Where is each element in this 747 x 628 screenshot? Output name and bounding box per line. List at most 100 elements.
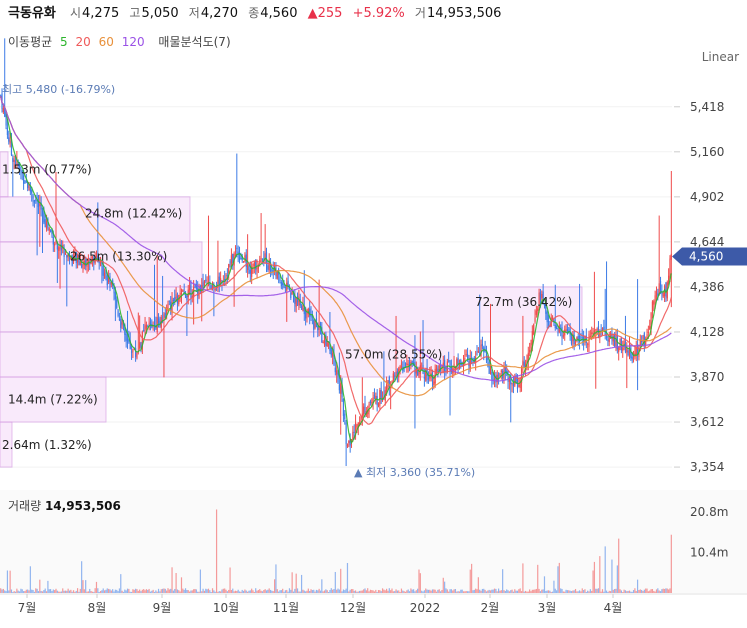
volume-bar xyxy=(16,588,18,593)
ma20-line xyxy=(0,95,672,425)
candle-body xyxy=(611,333,613,340)
candle-body xyxy=(51,229,53,235)
candle-body xyxy=(287,280,289,287)
ma60-label[interactable]: 60 xyxy=(98,35,114,49)
volume-bar xyxy=(79,588,81,593)
volume-bar xyxy=(344,590,346,593)
volume-bar xyxy=(662,588,664,593)
candle-body xyxy=(360,421,362,423)
volume-bar xyxy=(391,588,393,593)
candle-body xyxy=(302,304,304,311)
y-tick-label: 4,902 xyxy=(690,190,724,204)
volume-bar xyxy=(452,590,454,593)
candle-body xyxy=(72,256,75,263)
volume-bar xyxy=(337,588,339,593)
candle-body xyxy=(116,299,118,308)
x-tick-label: 9월 xyxy=(153,601,172,615)
candle-body xyxy=(267,265,269,270)
candle-body xyxy=(523,361,525,367)
candle-body xyxy=(214,288,216,290)
volume-bar xyxy=(68,590,71,593)
candle-body xyxy=(371,402,373,404)
candle-body xyxy=(139,342,141,349)
volume-bar xyxy=(264,589,266,593)
volume-bar xyxy=(580,591,582,593)
volume-bar xyxy=(645,588,647,593)
volume-bar xyxy=(658,590,660,593)
volume-bar xyxy=(2,588,4,593)
volume-bar xyxy=(195,589,197,593)
candle-body xyxy=(597,326,600,335)
moving-average-legend[interactable]: 이동평균 5 20 60 120 매물분석도(7) xyxy=(8,33,235,51)
current-price-tag xyxy=(672,247,747,266)
ma5-label[interactable]: 5 xyxy=(60,35,68,49)
volume-bar xyxy=(511,589,513,593)
volume-bar xyxy=(585,591,587,593)
volume-bar xyxy=(439,591,442,593)
candle-body xyxy=(332,353,334,357)
volume-bar xyxy=(144,590,146,593)
candle-body xyxy=(489,369,492,374)
candle-body xyxy=(58,247,60,251)
volume-bar xyxy=(224,588,226,593)
candle-body xyxy=(317,325,319,331)
candle-body xyxy=(562,335,564,337)
volume-bar xyxy=(448,591,450,593)
scale-mode-toggle[interactable]: Linear xyxy=(701,50,739,64)
volume-bar xyxy=(128,588,130,593)
volume-bar xyxy=(211,588,214,593)
volume-bar xyxy=(333,589,335,593)
volume-bar xyxy=(361,590,363,593)
candle-body xyxy=(396,371,398,376)
candle-body xyxy=(488,362,490,374)
volume-bar xyxy=(346,562,349,593)
candle-body xyxy=(419,365,421,374)
volume-bar xyxy=(315,589,318,593)
candle-body xyxy=(321,327,323,343)
candle-body xyxy=(426,367,428,376)
volume-bar xyxy=(406,590,408,593)
volume-bar xyxy=(18,591,21,593)
volume-bar xyxy=(524,590,527,593)
volume-bar xyxy=(368,591,370,593)
candle-body xyxy=(485,350,488,361)
ma20-label[interactable]: 20 xyxy=(75,35,91,49)
candle-body xyxy=(458,362,461,366)
candle-body xyxy=(32,194,34,199)
candle-body xyxy=(669,258,671,279)
volume-bar xyxy=(153,591,156,593)
ma120-label[interactable]: 120 xyxy=(121,35,145,49)
volume-bar xyxy=(577,591,579,593)
volume-bar xyxy=(147,589,149,593)
volume-bar xyxy=(332,589,334,593)
candle-body xyxy=(290,292,292,298)
volume-bar xyxy=(493,588,496,593)
candle-body xyxy=(244,255,246,261)
volume-bar xyxy=(91,591,94,593)
candle-body xyxy=(554,324,556,329)
candle-body xyxy=(280,281,282,287)
volume-bar xyxy=(415,590,417,593)
candle-body xyxy=(319,323,322,328)
volume-bar xyxy=(232,588,234,593)
candle-body xyxy=(294,294,296,304)
candle-body xyxy=(376,396,378,406)
candle-body xyxy=(367,409,369,415)
volume-bar xyxy=(647,591,649,593)
candle-body xyxy=(534,317,536,322)
volume-bar xyxy=(514,589,516,593)
candle-body xyxy=(6,127,9,136)
candle-body xyxy=(632,359,635,361)
candle-body xyxy=(31,189,33,194)
y-tick-label: 3,354 xyxy=(690,460,724,474)
volume-bar xyxy=(244,589,246,593)
volume-bar xyxy=(323,590,326,593)
volume-bar xyxy=(67,588,69,593)
candle-body xyxy=(141,332,143,350)
candle-body xyxy=(300,305,303,310)
volume-bar xyxy=(507,590,509,593)
volume-profile-toggle[interactable]: 매물분석도(7) xyxy=(158,35,231,49)
candle-body xyxy=(406,363,408,366)
candle-body xyxy=(175,294,177,299)
